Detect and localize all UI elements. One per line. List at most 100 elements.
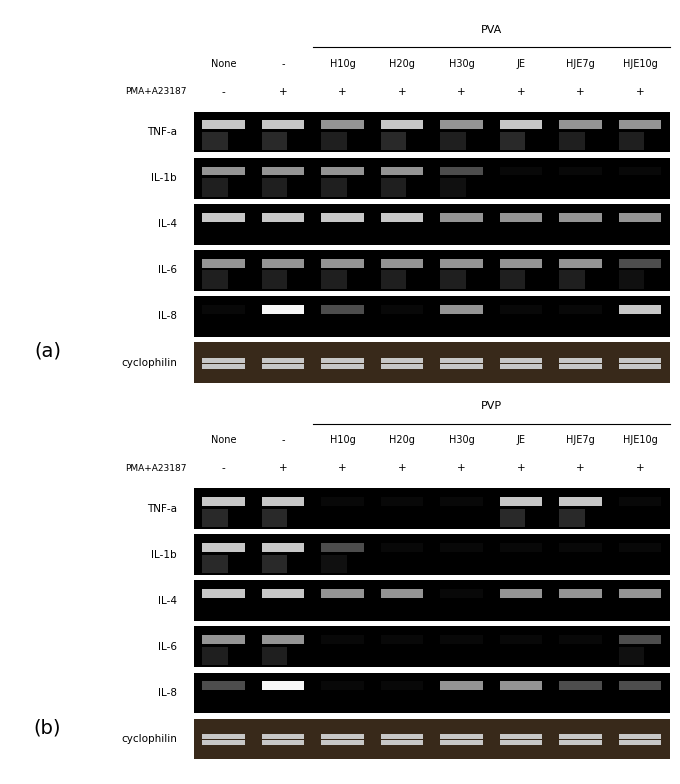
Bar — [559, 212, 602, 222]
Bar — [381, 178, 407, 197]
Bar — [500, 270, 526, 289]
Bar — [500, 543, 543, 552]
Bar — [440, 543, 483, 552]
Text: PVP: PVP — [481, 401, 502, 411]
Text: HJE7g: HJE7g — [566, 59, 595, 69]
Bar — [262, 305, 305, 314]
Bar — [321, 735, 364, 739]
Bar — [440, 270, 466, 289]
Bar — [559, 543, 602, 552]
Bar — [262, 647, 288, 665]
Text: IL-4: IL-4 — [158, 596, 177, 606]
Bar — [202, 735, 245, 739]
Bar — [262, 358, 305, 363]
Bar — [440, 635, 483, 644]
Bar — [381, 497, 424, 506]
Bar — [500, 132, 526, 151]
Text: IL-4: IL-4 — [158, 220, 177, 230]
Text: -: - — [282, 435, 285, 445]
Bar — [559, 681, 602, 690]
Text: H20g: H20g — [389, 59, 415, 69]
Text: -: - — [222, 463, 226, 473]
Bar — [559, 589, 602, 598]
Bar — [619, 358, 662, 363]
Bar — [262, 212, 305, 222]
Bar — [500, 735, 543, 739]
Bar — [321, 358, 364, 363]
Bar — [440, 166, 483, 176]
Text: None: None — [211, 435, 237, 445]
Bar — [500, 212, 543, 222]
Text: IL-1b: IL-1b — [151, 550, 177, 560]
Bar — [500, 635, 543, 644]
Bar — [440, 358, 483, 363]
Bar — [619, 270, 645, 289]
Text: HJE10g: HJE10g — [623, 435, 658, 445]
Bar — [381, 635, 424, 644]
Text: H30g: H30g — [449, 435, 475, 445]
Bar — [321, 740, 364, 746]
Text: H10g: H10g — [330, 435, 356, 445]
Bar — [202, 178, 228, 197]
Bar — [619, 364, 662, 369]
Bar — [202, 132, 228, 151]
Bar — [262, 270, 288, 289]
Bar — [500, 358, 543, 363]
Text: +: + — [576, 87, 585, 96]
Bar — [559, 166, 602, 176]
Bar — [559, 740, 602, 746]
Bar — [440, 121, 483, 129]
Bar — [202, 543, 245, 552]
Bar — [381, 364, 424, 369]
Bar — [202, 554, 228, 573]
Bar — [500, 305, 543, 314]
Bar — [202, 364, 245, 369]
Bar — [619, 166, 662, 176]
Bar — [381, 305, 424, 314]
Bar — [619, 681, 662, 690]
Bar — [619, 121, 662, 129]
Text: +: + — [398, 463, 407, 473]
Text: PVA: PVA — [481, 24, 502, 34]
Bar — [202, 647, 228, 665]
Bar — [381, 212, 424, 222]
Bar — [202, 212, 245, 222]
Text: HJE10g: HJE10g — [623, 59, 658, 69]
Text: IL-8: IL-8 — [158, 688, 177, 698]
Bar — [381, 735, 424, 739]
Text: IL-6: IL-6 — [158, 266, 177, 275]
Bar — [262, 166, 305, 176]
Bar — [440, 364, 483, 369]
Bar — [202, 740, 245, 746]
Bar — [262, 543, 305, 552]
Bar — [202, 635, 245, 644]
Text: +: + — [457, 87, 466, 96]
Bar — [321, 212, 364, 222]
Text: JE: JE — [517, 59, 526, 69]
Bar — [194, 488, 670, 529]
Bar — [381, 166, 424, 176]
Bar — [262, 735, 305, 739]
Text: TNF-a: TNF-a — [147, 127, 177, 137]
Text: +: + — [517, 463, 526, 473]
Bar — [194, 112, 670, 152]
Bar — [440, 178, 466, 197]
Bar — [619, 589, 662, 598]
Bar — [262, 740, 305, 746]
Bar — [440, 497, 483, 506]
Bar — [262, 132, 288, 151]
Text: TNF-a: TNF-a — [147, 503, 177, 514]
Bar — [262, 681, 305, 690]
Bar — [321, 259, 364, 267]
Bar — [619, 647, 645, 665]
Text: None: None — [211, 59, 237, 69]
Bar — [559, 497, 602, 506]
Bar — [500, 681, 543, 690]
Bar — [194, 158, 670, 198]
Bar — [559, 358, 602, 363]
Bar — [262, 509, 288, 527]
Bar — [194, 626, 670, 667]
Bar — [202, 270, 228, 289]
Bar — [202, 121, 245, 129]
Bar — [194, 535, 670, 575]
